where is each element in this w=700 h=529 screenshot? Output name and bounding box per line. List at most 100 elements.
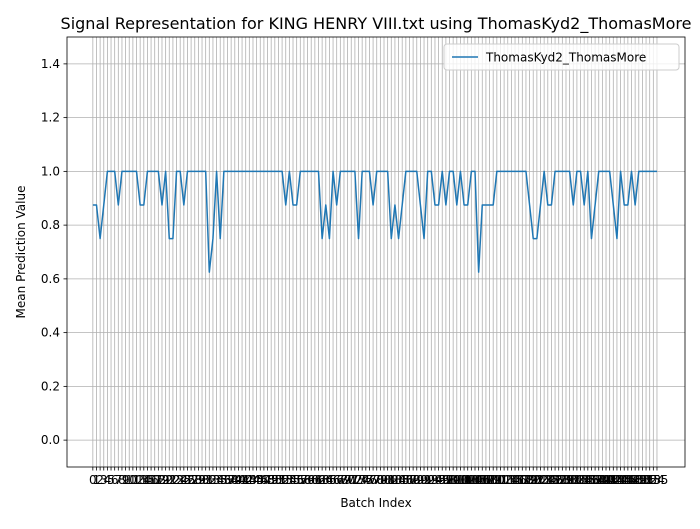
x-tick-label: 54 [282, 473, 297, 487]
x-tick-label: 81 [380, 473, 395, 487]
y-tick-label: 0.4 [41, 326, 60, 340]
x-tick-label: 18 [151, 473, 166, 487]
x-tick-label: 123 [529, 473, 552, 487]
x-tick-label: 27 [183, 473, 198, 487]
x-tick-label: 58 [296, 473, 311, 487]
x-tick-label: 15 [140, 473, 155, 487]
x-tick-label: 82 [384, 473, 399, 487]
x-tick-label: 41 [234, 473, 249, 487]
x-tick-label: 20 [158, 473, 173, 487]
x-tick-label: 40 [231, 473, 246, 487]
x-tick-label: 33 [205, 473, 220, 487]
x-tick-label: 108 [474, 473, 497, 487]
x-tick-label: 69 [336, 473, 351, 487]
x-tick-label: 136 [576, 473, 599, 487]
x-tick-label: 67 [329, 473, 344, 487]
x-tick-label: 26 [180, 473, 195, 487]
y-axis-label: Mean Prediction Value [14, 186, 28, 319]
x-tick-label: 77 [365, 473, 380, 487]
x-tick-label: 85 [395, 473, 410, 487]
x-tick-label: 42 [238, 473, 253, 487]
x-tick-label: 151 [631, 473, 654, 487]
x-tick-label: 80 [376, 473, 391, 487]
x-tick-label: 34 [209, 473, 224, 487]
x-tick-label: 114 [496, 473, 519, 487]
x-tick-label: 143 [602, 473, 625, 487]
x-tick-label: 87 [402, 473, 417, 487]
x-tick-label: 50 [267, 473, 282, 487]
x-tick-label: 146 [613, 473, 636, 487]
x-axis-label: Batch Index [340, 496, 411, 510]
x-tick-label: 128 [547, 473, 570, 487]
x-tick-label: 53 [278, 473, 293, 487]
x-tick-label: 129 [551, 473, 574, 487]
x-tick-label: 118 [511, 473, 534, 487]
x-tick-label: 153 [638, 473, 661, 487]
x-tick-label: 121 [522, 473, 545, 487]
y-tick-label: 0.0 [41, 433, 60, 447]
x-tick-label: 103 [456, 473, 479, 487]
x-tick-label: 133 [565, 473, 588, 487]
y-tick-label: 0.2 [41, 379, 60, 393]
x-tick-label: 70 [340, 473, 355, 487]
x-tick-label: 44 [245, 473, 260, 487]
x-tick-label: 110 [482, 473, 505, 487]
x-tick-label: 66 [325, 473, 340, 487]
x-tick-label: 138 [584, 473, 607, 487]
x-tick-label: 98 [442, 473, 457, 487]
x-tick-label: 17 [147, 473, 162, 487]
x-tick-label: 32 [202, 473, 217, 487]
x-tick-label: 13 [133, 473, 148, 487]
x-tick-label: 122 [525, 473, 548, 487]
x-tick-label: 59 [300, 473, 315, 487]
x-tick-label: 4 [104, 473, 112, 487]
x-tick-label: 60 [304, 473, 319, 487]
x-tick-label: 141 [595, 473, 618, 487]
x-tick-label: 148 [620, 473, 643, 487]
x-tick-label: 115 [500, 473, 523, 487]
x-tick-label: 127 [544, 473, 567, 487]
x-tick-label: 100 [445, 473, 468, 487]
x-tick-label: 76 [362, 473, 377, 487]
data-line [92, 170, 657, 273]
x-tick-label: 68 [333, 473, 348, 487]
x-tick-label: 29 [191, 473, 206, 487]
x-tick-label: 102 [453, 473, 476, 487]
x-tick-label: 38 [224, 473, 239, 487]
x-tick-label: 52 [274, 473, 289, 487]
x-tick-label: 90 [413, 473, 428, 487]
x-tick-label: 130 [555, 473, 578, 487]
x-tick-label: 135 [573, 473, 596, 487]
x-tick-label: 91 [416, 473, 431, 487]
x-tick-label: 51 [271, 473, 286, 487]
x-tick-label: 63 [314, 473, 329, 487]
x-tick-label: 117 [507, 473, 530, 487]
x-tick-label: 62 [311, 473, 326, 487]
x-tick-label: 73 [351, 473, 366, 487]
x-tick-label: 111 [485, 473, 508, 487]
x-tick-label: 21 [162, 473, 177, 487]
x-tick-label: 24 [173, 473, 188, 487]
x-tick-label: 31 [198, 473, 213, 487]
x-tick-label: 36 [216, 473, 231, 487]
x-tick-label: 145 [609, 473, 632, 487]
x-tick-label: 125 [536, 473, 559, 487]
y-tick-label: 0.8 [41, 218, 60, 232]
chart-title: Signal Representation for KING HENRY VII… [61, 14, 692, 34]
x-tick-label: 12 [129, 473, 144, 487]
x-tick-label: 45 [249, 473, 264, 487]
x-tick-label: 150 [627, 473, 650, 487]
x-tick-label: 61 [307, 473, 322, 487]
x-tick-label: 57 [293, 473, 308, 487]
x-tick-label: 46 [253, 473, 268, 487]
legend: ThomasKyd2_ThomasMore [443, 43, 680, 71]
x-tick-label: 86 [398, 473, 413, 487]
x-tick-label: 11 [125, 473, 140, 487]
x-tick-label: 75 [358, 473, 373, 487]
x-tick-label: 0 [89, 473, 97, 487]
x-tick-label: 16 [143, 473, 158, 487]
x-tick-label: 119 [514, 473, 537, 487]
x-tick-label: 19 [154, 473, 169, 487]
